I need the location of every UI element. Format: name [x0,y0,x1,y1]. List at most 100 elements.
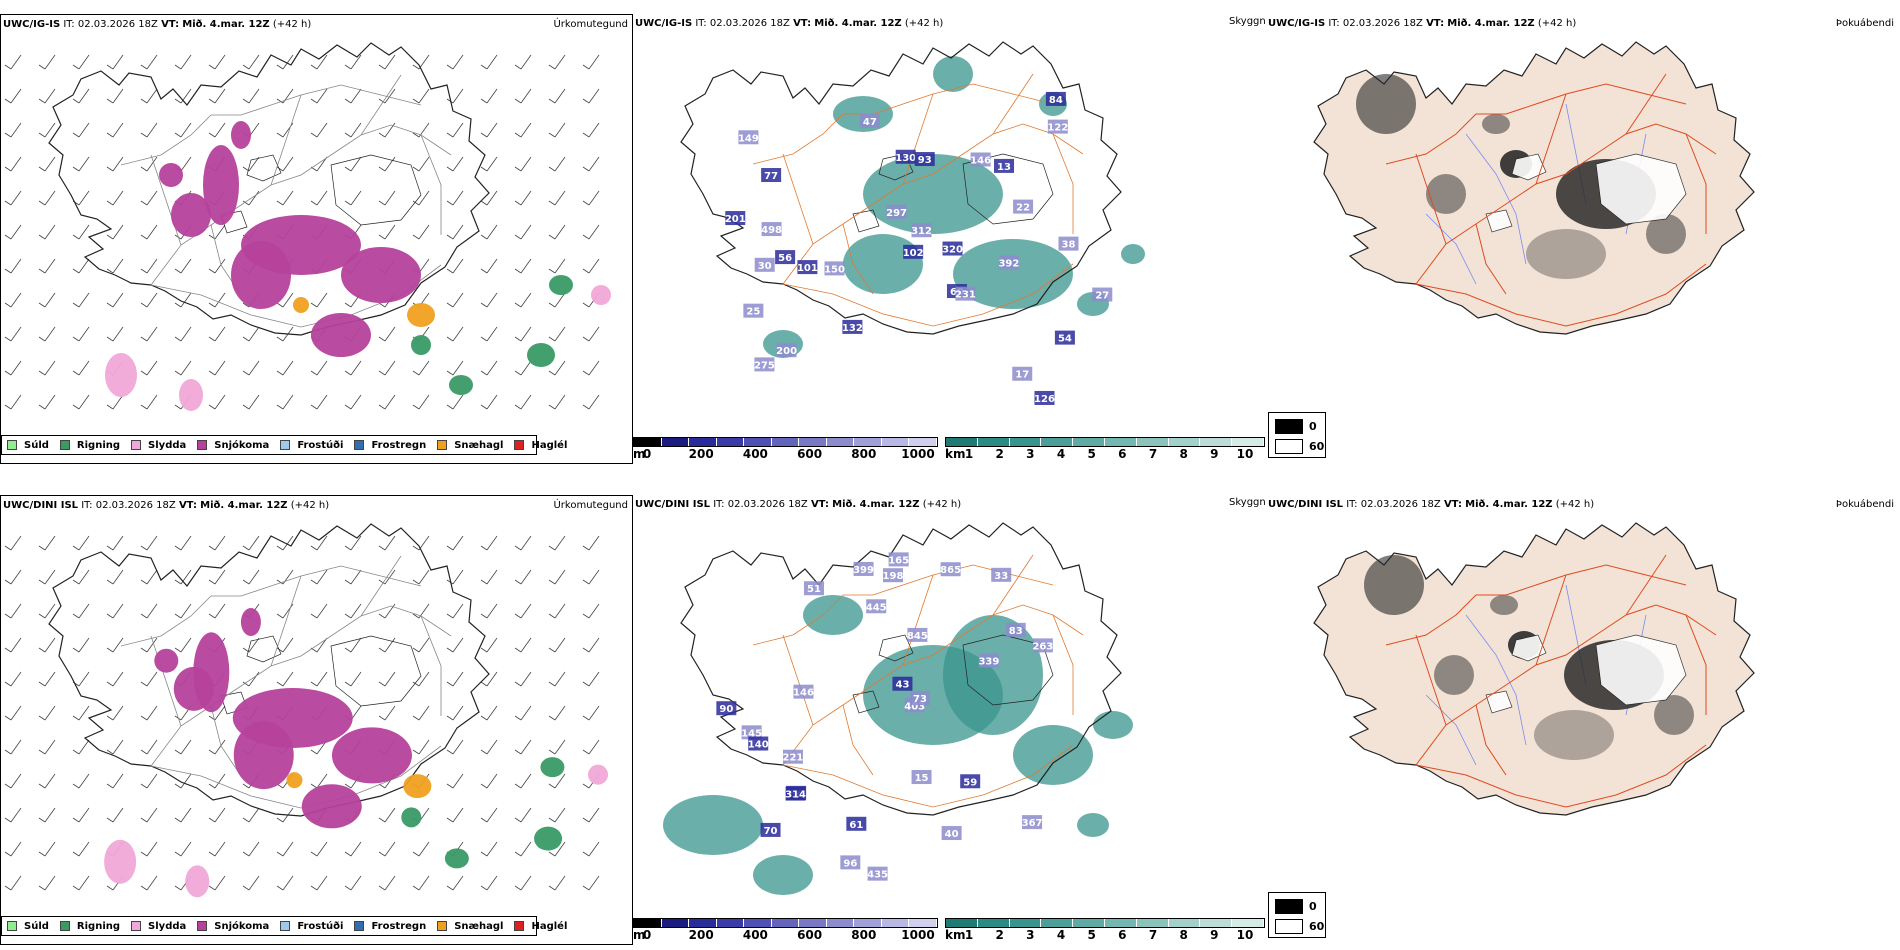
road-line [150,745,442,809]
road-line [1385,83,1687,165]
road-line [360,74,402,136]
wind-barb [446,705,464,721]
legend-item-haglél: Haglél [514,921,567,932]
wind-barb [548,258,566,274]
precip-legend: Súld Rigning Slydda Snjókoma Frostúði Frostre… [1,916,567,936]
wind-barb [208,88,226,104]
visibility-area [1077,813,1109,837]
wind-barb [548,637,566,653]
wind-barb [174,739,192,755]
precip-area [154,648,179,673]
wind-barb [344,190,362,206]
legend-swatch [197,921,208,931]
precip-area [588,764,609,785]
precip-area [401,807,422,828]
wind-barb [106,292,124,308]
wind-barb [208,360,226,376]
ceiling-patch [940,562,961,577]
wind-barb [4,875,22,891]
visibility-map: 1265660149547720015013130146171324732025… [680,41,1145,405]
wind-barb [242,807,260,823]
wind-barb [514,360,532,376]
wind-barb [446,394,464,410]
wind-barb [72,569,90,585]
wind-barb [514,841,532,857]
colorbar-bin [1200,919,1233,927]
precip-area [449,375,473,395]
wind-barb [106,122,124,138]
colorbar-tick-label: 200 [688,447,714,461]
wind-barb [514,739,532,755]
wind-barb [38,807,56,823]
wind-barb [242,875,260,891]
wind-barb [412,535,430,551]
legend-swatch [197,440,208,450]
wind-barb [514,224,532,240]
colorbar-strip [633,918,938,928]
wind-barb [4,637,22,653]
legend-label: Haglél [531,439,568,451]
fog-area [1654,695,1694,735]
road-line [1415,263,1707,327]
wind-barb [106,603,124,619]
ceiling-label: 47 [863,117,877,128]
ceiling-label: 201 [725,214,746,225]
glacier-outline [852,690,880,714]
visibility-area [753,855,813,895]
road-line [1475,223,1507,295]
wind-barb [514,569,532,585]
wind-barb [310,360,328,376]
road-line [1415,153,1447,245]
wind-barb [582,807,600,823]
wind-barb [38,773,56,789]
wind-barb [582,88,600,104]
road-line [1415,744,1707,808]
panel-header: UWC/DINI ISL IT: 02.03.2026 18Z VT: Mið.… [3,500,330,511]
wind-barb [310,54,328,70]
wind-barb [446,807,464,823]
ceiling-label: 51 [807,584,821,595]
panel-header: UWC/IG-IS IT: 02.03.2026 18Z VT: Mið. 4.… [1268,18,1577,29]
colorbar-tick-label: 3 [1026,928,1035,942]
wind-barb [208,54,226,70]
ceiling-patch [846,816,867,831]
ceiling-patch [892,676,913,691]
precip-area [527,343,555,367]
legend-item-rigning: Rigning [59,440,120,451]
wind-barb [480,807,498,823]
precip-area [171,193,211,237]
colorbar-tick-label: 9 [1210,447,1219,461]
road-line [782,744,1074,808]
colorbar-tick-label: 5 [1087,447,1096,461]
ceiling-patch [775,250,796,265]
ceiling-label: 130 [895,153,916,164]
wind-barb [208,603,226,619]
wind-barb [140,258,158,274]
wind-barb [72,326,90,342]
colorbar-tick-label: 8 [1179,928,1188,942]
ceiling-patch [942,241,963,256]
wind-barb [378,360,396,376]
colorbar-bin [1168,438,1201,446]
fog-area [1482,114,1510,134]
wind-barb [4,671,22,687]
colorbar-tick-label: 600 [797,928,823,942]
legend-item-frostregn: Frostregn [354,440,426,451]
precip-area [341,247,421,303]
wind-barb [276,603,294,619]
colorbar-unit: m [633,928,646,942]
wind-barb [480,603,498,619]
wind-barb [38,739,56,755]
wind-barb [582,569,600,585]
wind-barb [106,258,124,274]
legend-swatch [131,440,142,450]
wind-barb [38,190,56,206]
wind-barb [548,224,566,240]
colorbar-bin [716,919,745,927]
legend-swatch [280,921,291,931]
fog-index-panel-row1: UWC/IG-IS IT: 02.03.2026 18Z VT: Mið. 4.… [1266,14,1900,464]
wind-barb [480,569,498,585]
panel-title: Þokuábendi [1835,18,1894,29]
wind-barb [548,875,566,891]
wind-barb [446,190,464,206]
